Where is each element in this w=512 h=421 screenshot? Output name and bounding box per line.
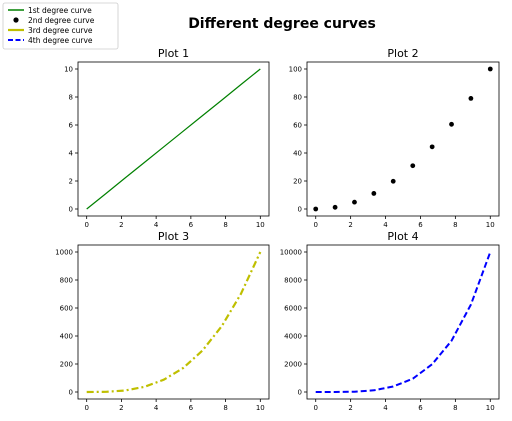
data-point xyxy=(313,206,319,212)
x-tick-label: 0 xyxy=(84,221,88,229)
y-tick-label: 8000 xyxy=(284,277,302,285)
y-tick-label: 4000 xyxy=(284,333,302,341)
legend-entry-3: 3rd degree curve xyxy=(8,26,93,35)
y-tick-label: 60 xyxy=(293,122,302,130)
data-point xyxy=(487,66,493,72)
legend-label-3: 3rd degree curve xyxy=(28,26,93,35)
y-tick-label: 20 xyxy=(293,178,302,186)
subplot-1: Plot 1 0 2 4 6 8 10 0 2 4 6 8 10 xyxy=(64,47,270,229)
legend-frame xyxy=(2,2,119,50)
y-tick-label: 400 xyxy=(60,333,73,341)
axes-frame xyxy=(77,244,270,400)
x-tick-label: 0 xyxy=(313,221,317,229)
axes-frame xyxy=(306,244,500,400)
x-tick-label: 10 xyxy=(486,221,495,229)
data-point xyxy=(332,204,338,210)
series-line xyxy=(86,251,262,394)
y-tick-label: 0 xyxy=(69,206,73,214)
y-tick-label: 8 xyxy=(69,94,73,102)
x-tick-label: 10 xyxy=(256,221,265,229)
legend-label-4: 4th degree curve xyxy=(28,36,93,45)
y-tick-label: 0 xyxy=(298,389,302,397)
x-tick-label: 4 xyxy=(383,404,388,412)
y-tick-label: 1000 xyxy=(55,249,73,257)
x-tick-label: 10 xyxy=(486,404,495,412)
y-tick-label: 200 xyxy=(60,361,73,369)
data-point xyxy=(468,96,474,101)
plot-title: Plot 1 xyxy=(158,47,189,60)
y-tick-label: 0 xyxy=(69,389,73,397)
x-tick-label: 10 xyxy=(256,404,265,412)
x-tick-label: 8 xyxy=(223,221,227,229)
y-tick-label: 6000 xyxy=(284,305,302,313)
x-tick-label: 0 xyxy=(84,404,88,412)
x-tick-label: 6 xyxy=(418,404,423,412)
x-tick-label: 4 xyxy=(383,221,388,229)
x-tick-label: 6 xyxy=(189,404,194,412)
x-tick-label: 8 xyxy=(453,221,457,229)
legend-entry-4: 4th degree curve xyxy=(8,36,93,45)
y-tick-label: 10 xyxy=(64,66,73,74)
legend-entry-2: 2nd degree curve xyxy=(13,16,95,25)
data-point xyxy=(352,199,357,205)
y-tick-label: 4 xyxy=(69,150,74,158)
data-point xyxy=(410,163,416,169)
y-tick-label: 2 xyxy=(69,178,73,186)
x-tick-label: 2 xyxy=(119,404,123,412)
data-point xyxy=(429,144,435,150)
plot-title: Plot 3 xyxy=(158,230,189,243)
y-tick-label: 80 xyxy=(293,94,302,102)
y-tick-label: 600 xyxy=(60,305,73,313)
legend-label-2: 2nd degree curve xyxy=(28,16,95,25)
x-tick-label: 4 xyxy=(154,404,159,412)
legend-entry-1: 1st degree curve xyxy=(8,6,92,15)
x-tick-label: 0 xyxy=(313,404,317,412)
series-line xyxy=(86,68,261,210)
y-tick-label: 2000 xyxy=(284,361,302,369)
x-tick-label: 2 xyxy=(348,404,352,412)
data-point xyxy=(371,191,377,196)
x-tick-label: 8 xyxy=(223,404,227,412)
y-tick-label: 0 xyxy=(298,206,302,214)
legend-swatch-2 xyxy=(13,17,19,23)
x-tick-label: 6 xyxy=(418,221,423,229)
y-tick-label: 10000 xyxy=(280,249,302,257)
subplot-4: Plot 4 0 2 4 6 8 10 0 2000 4000 6000 8000 10000 xyxy=(280,230,500,412)
x-tick-label: 6 xyxy=(189,221,194,229)
x-tick-label: 8 xyxy=(453,404,457,412)
y-tick-label: 40 xyxy=(293,150,302,158)
y-tick-label: 800 xyxy=(60,277,73,285)
legend: 1st degree curve 2nd degree curve 3rd de… xyxy=(2,2,119,50)
plot-title: Plot 2 xyxy=(387,47,418,60)
data-point xyxy=(390,178,396,184)
plot-title: Plot 4 xyxy=(387,230,418,243)
subplot-3: Plot 3 0 2 4 6 8 10 0 200 400 600 800 1000 xyxy=(55,230,270,412)
legend-label-1: 1st degree curve xyxy=(28,6,92,15)
x-tick-label: 2 xyxy=(348,221,352,229)
y-tick-label: 6 xyxy=(69,122,74,130)
x-tick-label: 2 xyxy=(119,221,123,229)
figure-title: Different degree curves xyxy=(188,16,376,32)
x-tick-label: 4 xyxy=(154,221,159,229)
axes-frame xyxy=(77,61,270,217)
axes-frame xyxy=(306,61,500,217)
series-line xyxy=(315,251,492,393)
data-point xyxy=(449,121,454,127)
y-tick-label: 100 xyxy=(289,66,302,74)
